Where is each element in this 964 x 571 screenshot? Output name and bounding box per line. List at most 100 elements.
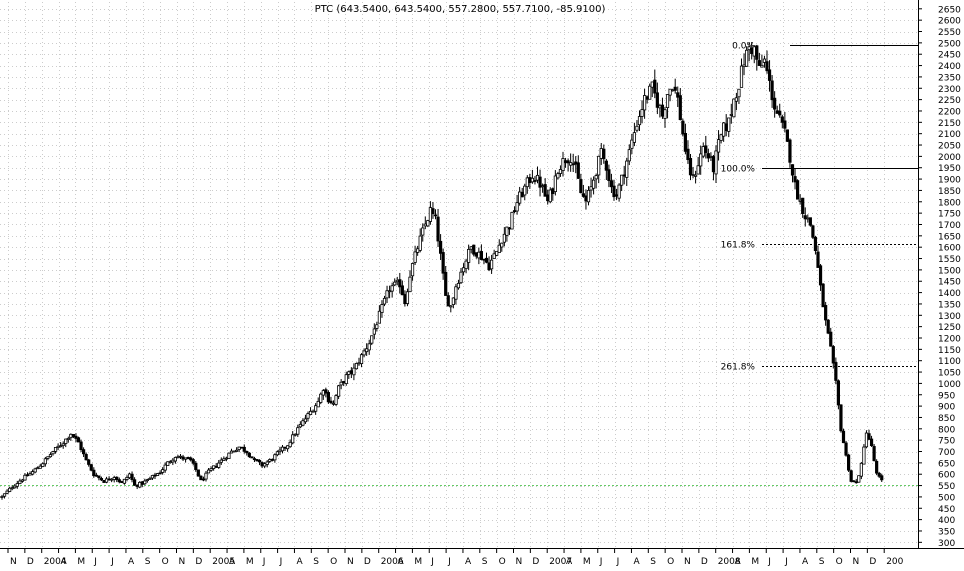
y-tick-label: 2650 — [938, 5, 961, 15]
price-bar-body — [426, 220, 430, 227]
price-bar-body — [816, 251, 820, 268]
y-tick-label: 1800 — [938, 198, 961, 208]
price-bar-body — [635, 125, 639, 131]
price-bar-body — [232, 450, 236, 453]
price-bar-body — [127, 473, 132, 479]
y-tick-label: 2100 — [938, 130, 961, 140]
price-bar-body — [701, 146, 705, 157]
y-tick-label: 2350 — [938, 73, 961, 83]
price-bar-body — [92, 469, 96, 477]
price-bar-body — [150, 475, 155, 479]
price-bar-body — [122, 478, 126, 484]
price-bar-body — [265, 461, 269, 465]
price-bar-body — [446, 295, 450, 307]
price-bar-body — [365, 348, 369, 353]
y-tick-label: 2050 — [938, 142, 961, 152]
price-bar-body — [293, 433, 297, 436]
price-bar-body — [821, 283, 825, 308]
price-bar-body — [140, 481, 144, 485]
price-bar-body — [245, 450, 249, 454]
price-bar-body — [36, 467, 40, 470]
price-bar-body — [581, 193, 586, 197]
price-bar-body — [640, 109, 644, 117]
price-bar-body — [523, 185, 527, 196]
x-tick-label: N — [179, 557, 186, 567]
price-bar-body — [181, 456, 185, 460]
price-bar-body — [339, 381, 343, 386]
price-bar-body — [456, 282, 461, 289]
fibonacci-label: 0.0% — [732, 42, 755, 52]
price-bar-body — [737, 88, 741, 98]
x-tick-label: D — [869, 557, 876, 567]
y-tick-label: 1600 — [938, 244, 961, 254]
x-tick-label: O — [836, 557, 843, 567]
price-bar-body — [219, 459, 223, 463]
price-bar-body — [484, 257, 489, 263]
price-bar-body — [102, 480, 106, 483]
x-tick-label: A — [128, 557, 135, 567]
price-bar-body — [497, 244, 501, 253]
price-bar-body — [551, 188, 555, 195]
price-bar-body — [117, 479, 121, 483]
price-bar-body — [482, 258, 486, 261]
y-tick-label: 650 — [938, 459, 955, 469]
y-tick-label: 550 — [938, 482, 955, 492]
price-bar-body — [285, 445, 290, 450]
price-bar-body — [719, 134, 723, 141]
price-bar-body — [288, 441, 292, 448]
price-bar-body — [880, 475, 884, 481]
price-bar-body — [525, 177, 529, 188]
price-bar-body — [385, 290, 389, 299]
price-bar-body — [574, 161, 578, 165]
price-bar-body — [604, 160, 608, 171]
price-bar-body — [222, 458, 226, 461]
price-bar-body — [630, 139, 634, 149]
price-bar-body — [663, 109, 667, 119]
x-tick-label: J — [279, 557, 283, 567]
price-bar-body — [421, 227, 425, 236]
price-bar-body — [316, 400, 320, 408]
price-bar-body — [643, 95, 647, 111]
price-bar-body — [201, 478, 206, 481]
price-bar-body — [183, 457, 188, 460]
price-bar-body — [877, 472, 881, 477]
price-bar-body — [592, 179, 596, 189]
price-bar-body — [13, 485, 17, 489]
price-bar-body — [546, 194, 550, 202]
price-bar-body — [395, 279, 399, 283]
x-tick-label: M — [583, 557, 591, 567]
price-bar-body — [270, 459, 274, 461]
price-bar-body — [326, 392, 331, 403]
y-tick-label: 2550 — [938, 28, 961, 38]
y-tick-label: 2400 — [938, 62, 961, 72]
y-tick-label: 1500 — [938, 266, 961, 276]
price-bar-body — [709, 155, 713, 158]
price-bar-body — [138, 481, 142, 488]
price-bar-body — [834, 362, 838, 381]
price-bar-body — [400, 285, 404, 296]
price-bar-body — [836, 380, 841, 406]
y-tick-label: 1550 — [938, 255, 961, 265]
x-tick-label: J — [93, 557, 97, 567]
y-tick-label: 2150 — [938, 119, 961, 129]
price-bar-body — [46, 456, 50, 459]
y-tick-label: 850 — [938, 414, 955, 424]
x-tick-label: 200 — [886, 557, 903, 567]
price-bar-body — [393, 281, 397, 286]
price-bar-body — [441, 252, 445, 274]
price-bar-body — [678, 95, 682, 121]
y-tick-label: 2300 — [938, 85, 961, 95]
price-bar-body — [25, 474, 30, 477]
price-bar-body — [329, 400, 333, 404]
price-bar-body — [41, 463, 45, 467]
x-tick-label: 2005 — [212, 557, 235, 567]
price-bar-body — [472, 244, 476, 255]
price-bar-body — [291, 434, 295, 444]
price-bar-body — [589, 186, 593, 191]
price-bar-body — [247, 452, 251, 458]
price-bar-body — [143, 480, 147, 485]
price-bar-body — [204, 472, 208, 480]
price-bar-body — [811, 225, 815, 238]
price-bar-body — [655, 92, 659, 108]
price-bar-body — [418, 235, 422, 251]
